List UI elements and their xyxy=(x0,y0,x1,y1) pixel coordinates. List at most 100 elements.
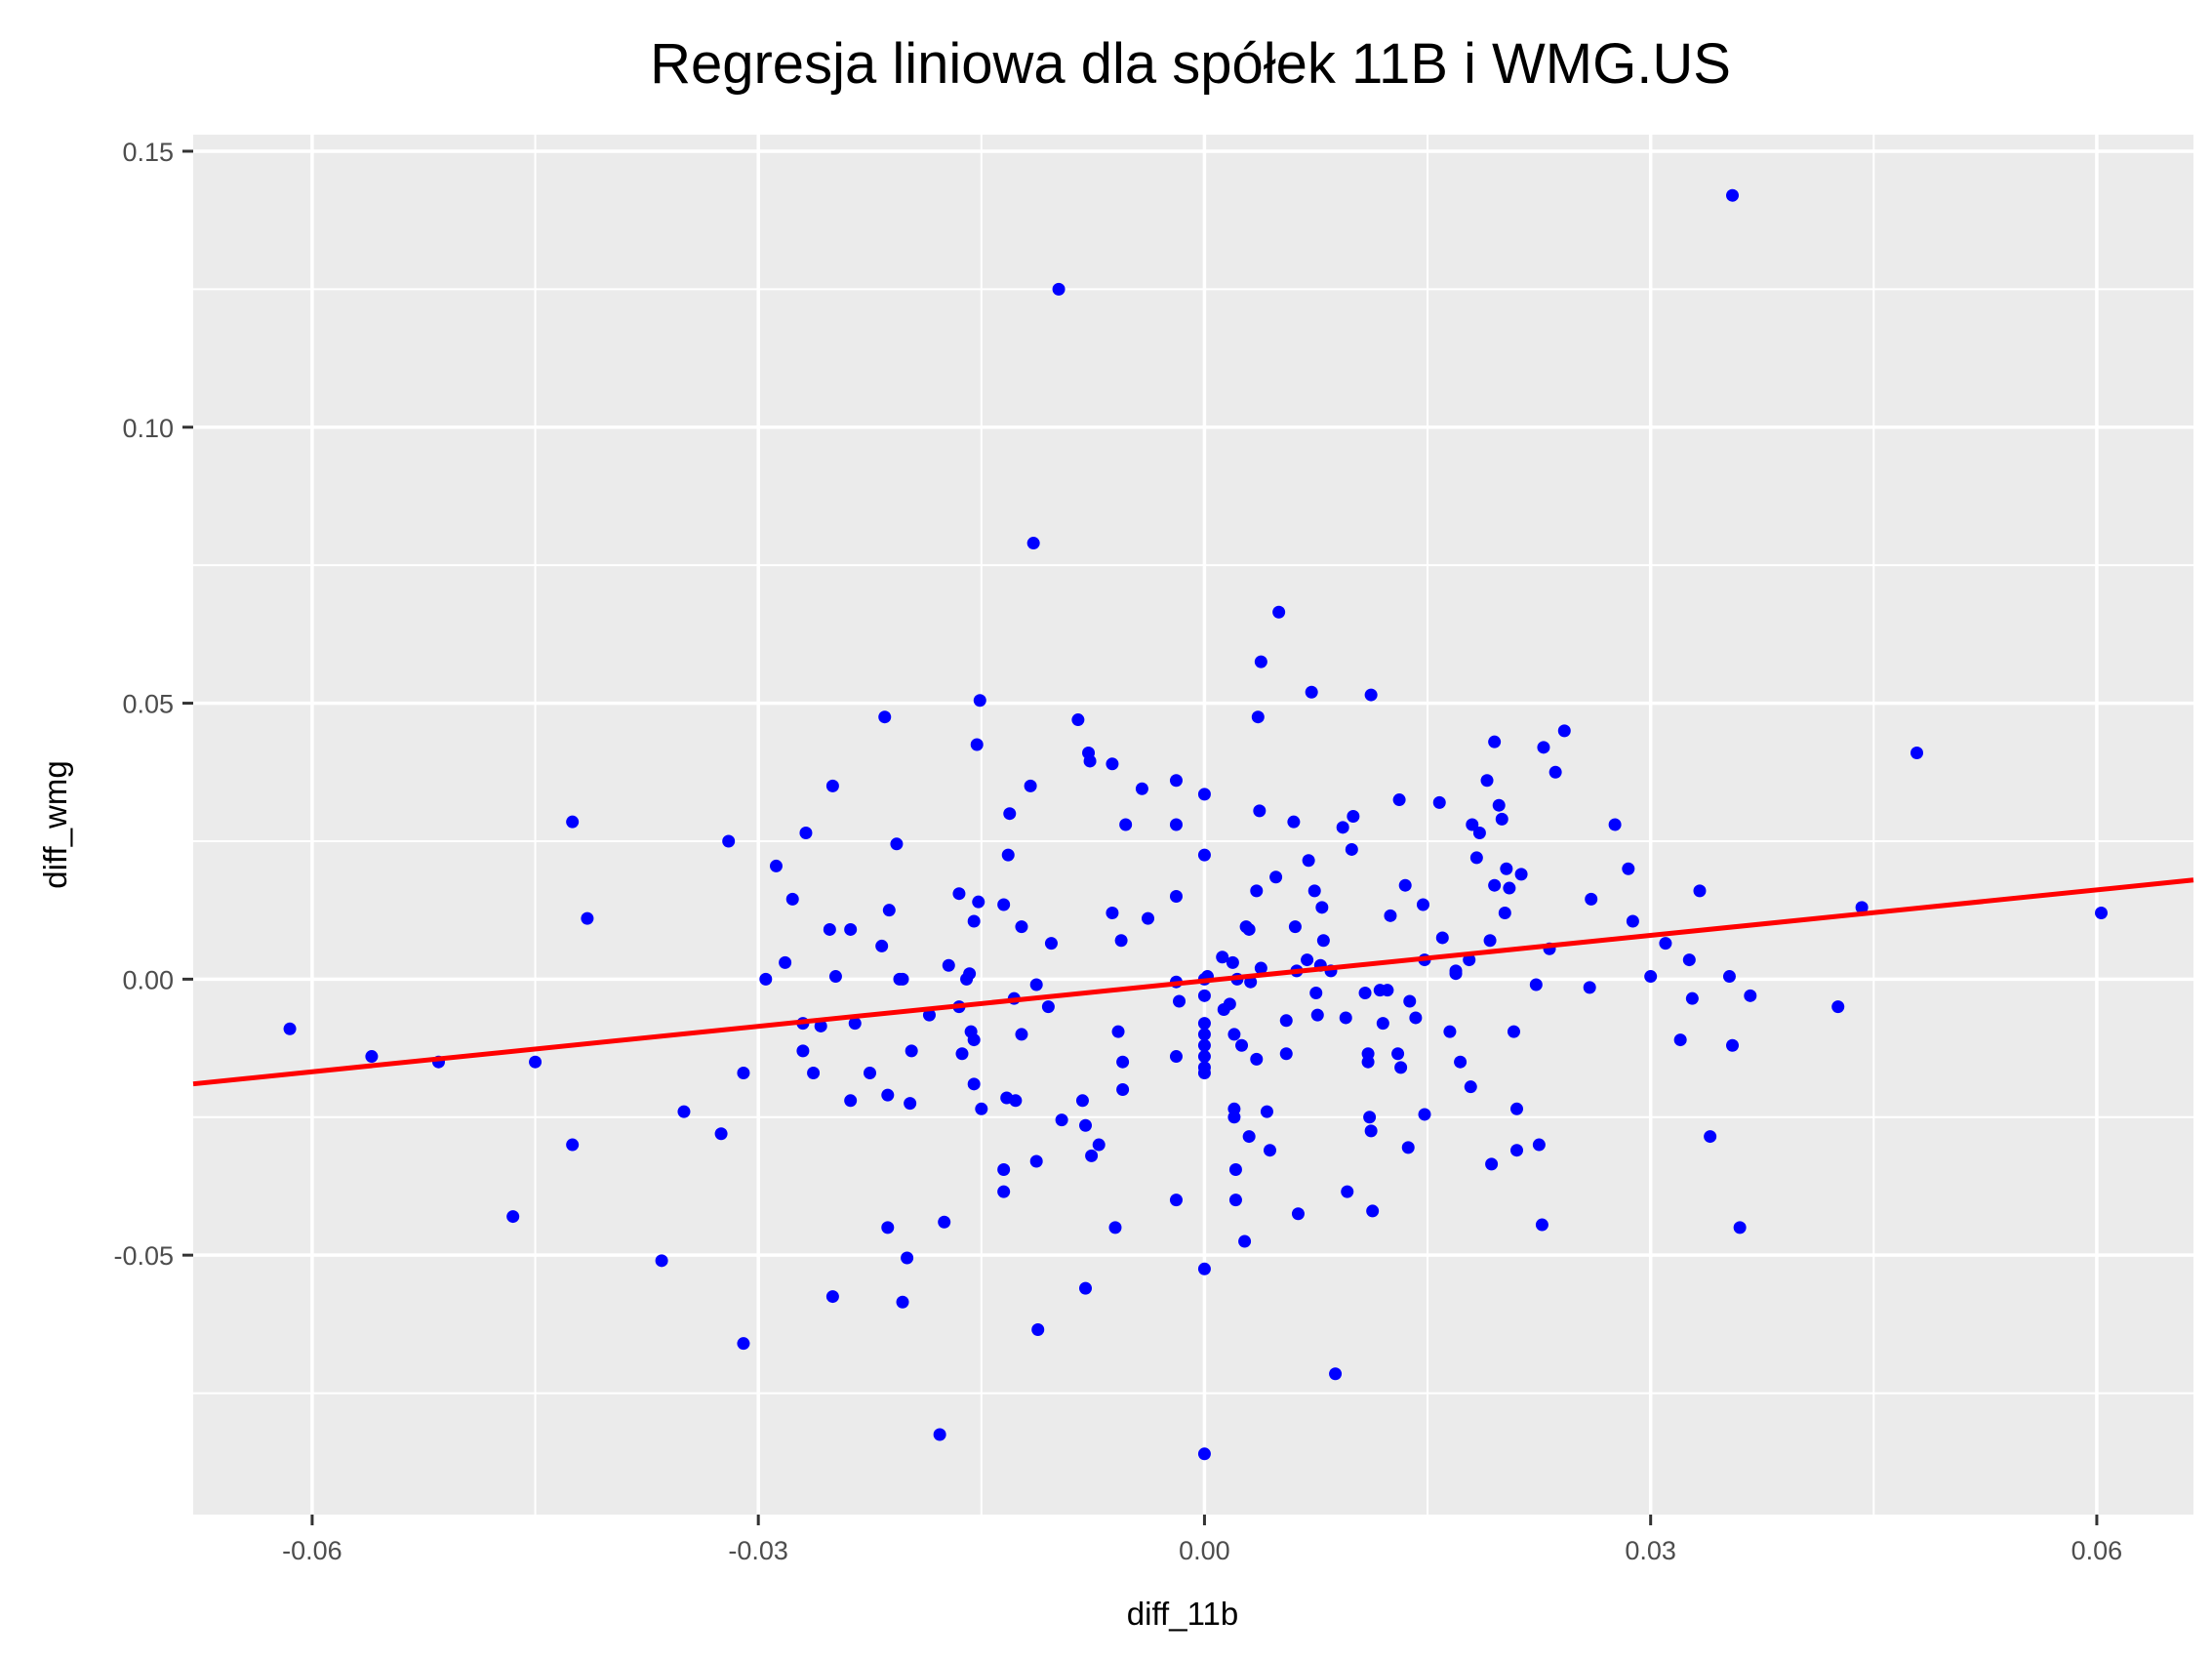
data-point xyxy=(1418,1108,1431,1121)
data-point xyxy=(1510,1102,1524,1115)
data-point xyxy=(796,1044,810,1058)
data-point xyxy=(1279,1047,1293,1061)
data-point xyxy=(1228,1194,1242,1207)
data-point xyxy=(922,1008,936,1022)
y-tick-label: 0.00 xyxy=(122,965,174,994)
data-point xyxy=(1055,1113,1068,1127)
data-point xyxy=(1682,953,1696,967)
data-point xyxy=(823,922,836,936)
data-point xyxy=(1495,812,1508,826)
y-axis-title: diff_wmg xyxy=(37,760,73,888)
data-point xyxy=(1345,842,1358,856)
data-point xyxy=(1329,1367,1343,1381)
data-point xyxy=(1401,1141,1415,1154)
data-point xyxy=(1083,754,1097,768)
data-point xyxy=(881,1088,895,1102)
data-point xyxy=(785,892,799,906)
data-point xyxy=(1254,655,1267,668)
data-point xyxy=(1488,735,1502,749)
data-point xyxy=(1197,1017,1211,1031)
data-point xyxy=(1251,710,1265,724)
data-point xyxy=(963,967,977,981)
data-point xyxy=(1363,1111,1377,1124)
data-point xyxy=(1381,984,1394,997)
data-point xyxy=(1733,1221,1747,1234)
data-point xyxy=(769,859,783,872)
data-point xyxy=(1449,967,1463,981)
data-point xyxy=(1409,1011,1423,1025)
data-point xyxy=(1009,1094,1023,1108)
data-point xyxy=(1485,1157,1499,1171)
data-point xyxy=(1169,818,1183,831)
x-axis: -0.06 -0.03 0.00 0.03 0.06 xyxy=(282,1515,2122,1565)
data-point xyxy=(1316,934,1330,948)
data-point xyxy=(1108,1221,1122,1234)
data-point xyxy=(1535,1218,1548,1232)
data-point xyxy=(365,1050,379,1064)
data-point xyxy=(1644,970,1658,984)
data-point xyxy=(581,911,594,925)
y-axis: -0.05 0.00 0.05 0.10 0.15 xyxy=(113,138,193,1271)
x-tick-label: 0.06 xyxy=(2071,1536,2123,1565)
data-point xyxy=(1227,1028,1241,1041)
data-point xyxy=(1469,851,1483,865)
data-point xyxy=(1384,909,1397,922)
data-point xyxy=(799,826,813,839)
data-point xyxy=(1302,854,1315,868)
regression-line xyxy=(192,877,2194,1087)
data-point xyxy=(896,1295,909,1309)
data-point xyxy=(2095,906,2109,919)
data-point xyxy=(1106,757,1119,771)
data-point xyxy=(1078,1118,1092,1132)
data-point xyxy=(1197,1262,1211,1275)
x-axis-title: diff_11b xyxy=(1127,1596,1238,1632)
data-point xyxy=(1026,537,1040,550)
data-point xyxy=(1626,914,1639,928)
data-point xyxy=(863,1067,876,1080)
data-point xyxy=(1238,1234,1252,1248)
data-point xyxy=(737,1337,750,1351)
data-point xyxy=(1403,994,1417,1008)
data-point xyxy=(844,922,858,936)
data-point xyxy=(955,1047,969,1061)
data-point xyxy=(1253,804,1267,818)
data-point xyxy=(759,972,773,986)
data-point xyxy=(1235,1038,1249,1052)
data-point xyxy=(1015,920,1028,934)
data-point xyxy=(1301,953,1314,967)
data-point xyxy=(1548,765,1562,779)
data-point xyxy=(901,1251,914,1265)
x-tick-label: -0.06 xyxy=(282,1536,342,1565)
data-point xyxy=(848,1017,862,1031)
data-point xyxy=(1041,1000,1055,1014)
data-point xyxy=(714,1127,728,1141)
data-point xyxy=(506,1210,520,1224)
data-point xyxy=(1364,688,1378,702)
data-point xyxy=(566,1138,580,1152)
data-point xyxy=(1197,1067,1211,1080)
data-point xyxy=(1291,1207,1305,1221)
data-point xyxy=(1044,937,1058,951)
data-point xyxy=(1443,1025,1457,1038)
data-point xyxy=(1029,978,1043,991)
data-point xyxy=(970,738,984,751)
data-point xyxy=(1228,1163,1242,1176)
data-point xyxy=(1242,922,1256,936)
data-point xyxy=(1855,901,1869,914)
grid-minor xyxy=(193,135,2193,1515)
data-point xyxy=(1223,997,1236,1011)
data-point xyxy=(825,1290,839,1304)
data-point xyxy=(1537,741,1550,754)
data-point xyxy=(1197,1038,1211,1052)
data-point xyxy=(1480,774,1494,788)
data-point xyxy=(1472,826,1486,839)
data-point xyxy=(1310,1008,1324,1022)
y-tick-label: 0.05 xyxy=(122,690,174,719)
grid-major xyxy=(193,135,2193,1515)
data-point xyxy=(779,955,792,969)
data-point xyxy=(1315,901,1329,914)
data-point xyxy=(967,1033,981,1047)
data-point xyxy=(973,694,986,708)
x-tick-label: 0.03 xyxy=(1625,1536,1676,1565)
chart-title: Regresja liniowa dla spółek 11B i WMG.US xyxy=(650,32,1731,96)
